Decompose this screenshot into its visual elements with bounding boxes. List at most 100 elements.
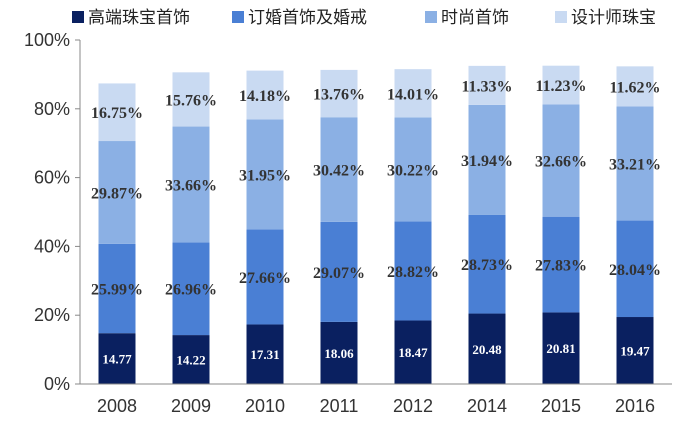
- data-label: 33.21%: [609, 156, 661, 173]
- bar-segment: [320, 117, 358, 222]
- data-label: 28.73%: [461, 257, 513, 274]
- legend-swatch: [232, 11, 244, 23]
- bar-segment: [616, 106, 654, 221]
- x-tick-label: 2008: [97, 396, 137, 416]
- bar-segment: [246, 229, 284, 325]
- bar-segment: [320, 69, 358, 118]
- bar-segment: [172, 335, 210, 384]
- data-label: 20.81: [546, 341, 575, 356]
- data-label: 11.62%: [609, 79, 660, 96]
- bar-segment: [468, 214, 506, 314]
- data-label: 28.04%: [609, 262, 661, 279]
- bar-segment: [246, 119, 284, 230]
- legend-item: 订婚首饰及婚戒: [232, 8, 367, 28]
- y-tick-label: 100%: [24, 30, 70, 50]
- x-tick-label: 2015: [541, 396, 581, 416]
- bar-segment: [172, 72, 210, 127]
- data-label: 16.75%: [91, 105, 143, 122]
- legend-label: 订婚首饰及婚戒: [248, 8, 367, 28]
- bar-segment: [394, 221, 432, 321]
- bar-stack-2009: 14.22 26.96% 33.66% 15.76%: [165, 72, 217, 384]
- data-label: 14.18%: [239, 88, 291, 105]
- bar-stack-2012: 18.47 28.82% 30.22% 14.01%: [387, 69, 439, 384]
- y-tick-label: 60%: [34, 168, 70, 188]
- y-tick-label: 0%: [44, 374, 70, 394]
- data-label: 14.77: [102, 352, 132, 367]
- x-tick-label: 2011: [320, 396, 359, 416]
- bars: 14.77 25.99% 29.87% 16.75% 14.22 26.96% 33.66%…: [91, 65, 661, 384]
- bar-stack-2010: 17.31 27.66% 31.95% 14.18%: [239, 70, 291, 384]
- y-tick-label: 80%: [34, 99, 70, 119]
- data-label: 29.07%: [313, 265, 365, 282]
- x-tick-label: 2016: [615, 396, 655, 416]
- bar-segment: [542, 216, 580, 313]
- y-axis: 0% 20% 40% 60% 80% 100%: [24, 30, 81, 394]
- bar-segment: [172, 126, 210, 243]
- data-label: 33.66%: [165, 177, 217, 194]
- data-label: 31.95%: [239, 167, 291, 184]
- bar-segment: [98, 243, 136, 334]
- legend-swatch: [425, 11, 437, 23]
- bar-segment: [320, 221, 358, 322]
- data-label: 28.82%: [387, 264, 439, 281]
- data-label: 19.47: [620, 344, 650, 359]
- bar-segment: [542, 65, 580, 105]
- legend-item: 时尚首饰: [425, 8, 509, 28]
- data-label: 13.76%: [313, 87, 365, 104]
- y-tick-label: 40%: [34, 236, 70, 256]
- legend-item: 设计师珠宝: [555, 8, 656, 28]
- bar-segment: [468, 65, 506, 105]
- y-tick-label: 20%: [34, 305, 70, 325]
- data-label: 29.87%: [91, 185, 143, 202]
- x-tick-label: 2014: [467, 396, 507, 416]
- legend-label: 设计师珠宝: [571, 8, 656, 28]
- data-label: 27.66%: [239, 270, 291, 287]
- data-label: 26.96%: [165, 282, 217, 299]
- legend-swatch: [555, 11, 567, 23]
- data-label: 17.31: [250, 347, 279, 362]
- bar-segment: [616, 220, 654, 318]
- bar-segment: [98, 83, 136, 142]
- bar-segment: [320, 321, 358, 384]
- bar-segment: [246, 324, 284, 384]
- bar-segment: [394, 117, 432, 222]
- data-label: 32.66%: [535, 154, 587, 171]
- data-label: 14.22: [176, 353, 205, 368]
- x-tick-label: 2012: [393, 396, 433, 416]
- data-label: 30.42%: [313, 163, 365, 180]
- legend-label: 时尚首饰: [441, 8, 509, 28]
- x-tick-label: 2010: [245, 396, 285, 416]
- data-label: 30.22%: [387, 162, 439, 179]
- data-label: 18.06: [324, 346, 354, 361]
- bar-segment: [616, 317, 654, 384]
- legend-swatch: [72, 11, 84, 23]
- data-label: 31.94%: [461, 153, 513, 170]
- legend-label: 高端珠宝首饰: [88, 8, 190, 28]
- bar-segment: [98, 141, 136, 244]
- bar-stack-2015: 20.81 27.83% 32.66% 11.23%: [535, 65, 587, 384]
- bar-segment: [394, 69, 432, 118]
- bar-stack-2016: 19.47 28.04% 33.21% 11.62%: [609, 66, 661, 384]
- bar-segment: [246, 70, 284, 120]
- legend-item: 高端珠宝首饰: [72, 8, 190, 28]
- bar-segment: [542, 104, 580, 217]
- x-tick-label: 2009: [171, 396, 211, 416]
- bar-segment: [172, 242, 210, 336]
- bar-segment: [616, 66, 654, 107]
- bar-segment: [468, 104, 506, 215]
- data-label: 11.23%: [535, 78, 586, 95]
- data-label: 27.83%: [535, 258, 587, 275]
- data-label: 15.76%: [165, 92, 217, 109]
- x-axis: 2008 2009 2010 2011 2012 2014 2015 2016: [80, 383, 672, 416]
- bar-stack-2014: 20.48 28.73% 31.94% 11.33%: [461, 65, 513, 384]
- data-label: 25.99%: [91, 281, 143, 298]
- bar-stack-2011: 18.06 29.07% 30.42% 13.76%: [313, 69, 365, 384]
- data-label: 11.33%: [461, 78, 512, 95]
- data-label: 20.48: [472, 342, 502, 357]
- bar-segment: [98, 333, 136, 384]
- data-label: 14.01%: [387, 86, 439, 103]
- bar-segment: [468, 313, 506, 384]
- bar-segment: [394, 320, 432, 384]
- data-label: 18.47: [398, 345, 428, 360]
